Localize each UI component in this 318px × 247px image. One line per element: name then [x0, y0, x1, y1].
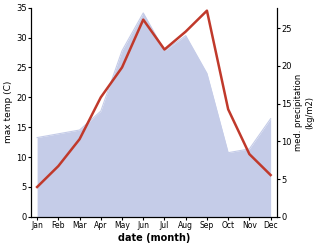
Y-axis label: med. precipitation
(kg/m2): med. precipitation (kg/m2) [294, 74, 314, 151]
Y-axis label: max temp (C): max temp (C) [4, 81, 13, 144]
X-axis label: date (month): date (month) [118, 233, 190, 243]
